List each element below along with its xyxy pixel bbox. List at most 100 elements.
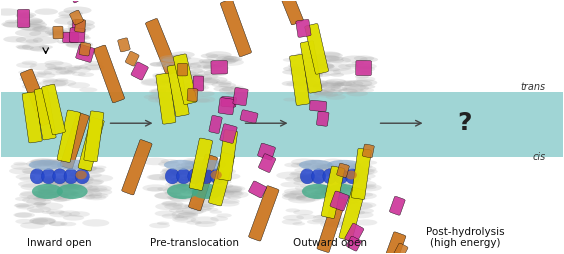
Ellipse shape bbox=[29, 217, 56, 224]
Ellipse shape bbox=[18, 70, 33, 74]
Ellipse shape bbox=[295, 185, 316, 191]
Ellipse shape bbox=[186, 74, 205, 79]
Ellipse shape bbox=[54, 67, 67, 70]
Ellipse shape bbox=[313, 90, 333, 96]
Ellipse shape bbox=[276, 172, 304, 179]
Ellipse shape bbox=[70, 40, 87, 45]
Ellipse shape bbox=[222, 87, 241, 92]
Bar bbox=[1, 92, 563, 157]
Ellipse shape bbox=[319, 165, 337, 169]
Ellipse shape bbox=[30, 202, 46, 207]
Ellipse shape bbox=[87, 186, 107, 191]
Ellipse shape bbox=[179, 196, 193, 200]
Ellipse shape bbox=[312, 84, 327, 88]
Ellipse shape bbox=[70, 22, 85, 26]
Ellipse shape bbox=[170, 169, 189, 174]
Ellipse shape bbox=[360, 85, 376, 89]
Ellipse shape bbox=[144, 94, 163, 100]
Ellipse shape bbox=[302, 163, 329, 170]
Ellipse shape bbox=[80, 87, 98, 92]
Ellipse shape bbox=[58, 191, 80, 197]
Ellipse shape bbox=[51, 196, 71, 202]
Ellipse shape bbox=[64, 183, 82, 188]
Ellipse shape bbox=[63, 158, 86, 165]
FancyBboxPatch shape bbox=[94, 45, 125, 103]
Ellipse shape bbox=[33, 202, 46, 206]
Ellipse shape bbox=[290, 190, 307, 195]
Ellipse shape bbox=[180, 188, 201, 194]
Ellipse shape bbox=[55, 78, 68, 82]
Ellipse shape bbox=[81, 181, 93, 184]
Ellipse shape bbox=[176, 213, 199, 219]
Ellipse shape bbox=[313, 83, 341, 91]
Ellipse shape bbox=[189, 201, 214, 208]
Ellipse shape bbox=[5, 20, 19, 23]
Ellipse shape bbox=[293, 181, 307, 185]
Ellipse shape bbox=[283, 58, 297, 62]
FancyBboxPatch shape bbox=[211, 60, 228, 74]
Ellipse shape bbox=[297, 162, 312, 167]
Ellipse shape bbox=[217, 200, 240, 207]
Ellipse shape bbox=[33, 196, 52, 202]
Ellipse shape bbox=[312, 218, 327, 223]
Ellipse shape bbox=[221, 191, 249, 198]
Ellipse shape bbox=[331, 177, 346, 181]
Ellipse shape bbox=[297, 173, 321, 180]
FancyBboxPatch shape bbox=[362, 144, 374, 158]
Ellipse shape bbox=[303, 179, 320, 183]
FancyBboxPatch shape bbox=[218, 130, 237, 181]
FancyBboxPatch shape bbox=[310, 100, 327, 112]
FancyBboxPatch shape bbox=[131, 62, 148, 80]
Ellipse shape bbox=[327, 160, 361, 170]
Ellipse shape bbox=[162, 201, 177, 205]
Ellipse shape bbox=[297, 175, 324, 182]
Ellipse shape bbox=[173, 172, 195, 178]
Ellipse shape bbox=[193, 188, 210, 192]
Ellipse shape bbox=[191, 216, 219, 224]
Ellipse shape bbox=[202, 179, 220, 183]
Ellipse shape bbox=[29, 31, 52, 37]
Ellipse shape bbox=[286, 82, 299, 86]
Ellipse shape bbox=[51, 164, 67, 168]
Ellipse shape bbox=[85, 195, 107, 200]
Ellipse shape bbox=[199, 169, 213, 184]
FancyBboxPatch shape bbox=[389, 196, 405, 215]
Ellipse shape bbox=[23, 170, 36, 174]
Ellipse shape bbox=[164, 203, 189, 210]
Ellipse shape bbox=[324, 64, 351, 71]
FancyBboxPatch shape bbox=[296, 19, 311, 37]
Ellipse shape bbox=[312, 63, 334, 69]
Ellipse shape bbox=[180, 161, 208, 169]
Ellipse shape bbox=[34, 168, 59, 175]
Ellipse shape bbox=[81, 167, 105, 174]
Ellipse shape bbox=[185, 172, 203, 177]
Ellipse shape bbox=[172, 215, 184, 218]
FancyBboxPatch shape bbox=[146, 19, 178, 75]
Ellipse shape bbox=[290, 162, 311, 168]
Ellipse shape bbox=[300, 169, 314, 184]
Ellipse shape bbox=[311, 169, 325, 184]
Ellipse shape bbox=[348, 168, 374, 176]
Ellipse shape bbox=[295, 94, 311, 98]
Ellipse shape bbox=[192, 184, 223, 199]
Ellipse shape bbox=[181, 76, 195, 80]
Ellipse shape bbox=[196, 194, 215, 199]
Ellipse shape bbox=[54, 198, 67, 202]
Ellipse shape bbox=[355, 75, 369, 79]
Ellipse shape bbox=[43, 79, 69, 86]
Ellipse shape bbox=[65, 164, 78, 168]
Ellipse shape bbox=[184, 175, 205, 181]
Ellipse shape bbox=[210, 216, 228, 221]
Ellipse shape bbox=[59, 185, 74, 189]
Ellipse shape bbox=[192, 160, 226, 170]
Ellipse shape bbox=[157, 187, 175, 191]
Ellipse shape bbox=[333, 197, 360, 204]
Ellipse shape bbox=[323, 82, 342, 87]
Ellipse shape bbox=[359, 193, 373, 197]
Ellipse shape bbox=[161, 65, 187, 72]
Ellipse shape bbox=[59, 211, 80, 216]
Ellipse shape bbox=[15, 17, 43, 25]
Ellipse shape bbox=[311, 191, 329, 196]
Ellipse shape bbox=[58, 14, 72, 18]
Ellipse shape bbox=[44, 160, 63, 165]
